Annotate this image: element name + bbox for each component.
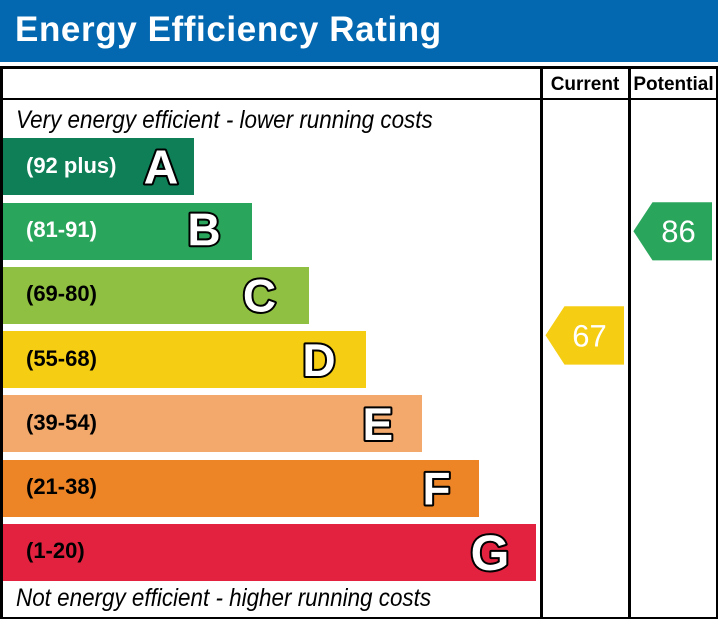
svg-text:86: 86 xyxy=(661,214,695,249)
svg-text:67: 67 xyxy=(572,318,606,353)
